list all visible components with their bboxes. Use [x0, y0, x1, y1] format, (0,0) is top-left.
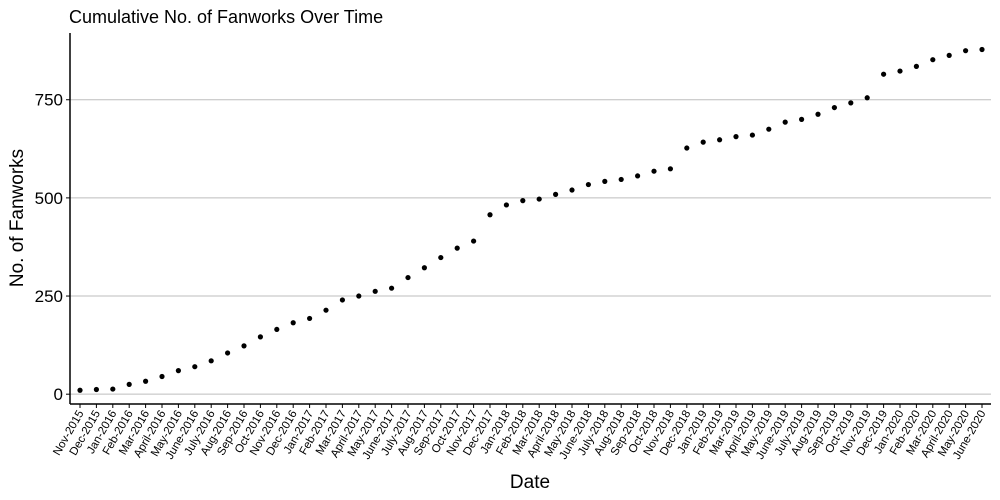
- data-point: [159, 373, 165, 380]
- data-point: [126, 381, 132, 387]
- axes: [69, 33, 991, 405]
- data-point: [602, 178, 608, 184]
- x-axis-title: Date: [510, 472, 550, 493]
- data-point: [766, 126, 772, 132]
- data-point: [487, 212, 493, 218]
- data-point: [864, 95, 870, 101]
- data-point: [405, 274, 411, 281]
- data-point: [454, 245, 460, 251]
- data-point: [175, 368, 181, 374]
- data-point: [651, 168, 657, 174]
- ytick-label: 750: [35, 91, 63, 110]
- data-point: [667, 166, 674, 172]
- data-point: [930, 57, 936, 63]
- data-point: [307, 315, 313, 322]
- data-point: [848, 100, 854, 106]
- data-point: [110, 386, 116, 392]
- grid: [70, 99, 991, 395]
- data-point: [290, 320, 296, 326]
- data-point: [192, 364, 198, 370]
- data-point: [438, 254, 444, 261]
- data-point: [897, 68, 903, 74]
- data-point: [635, 173, 641, 179]
- data-point: [782, 119, 788, 125]
- data-point: [208, 358, 214, 364]
- data-point: [881, 71, 887, 77]
- data-point: [585, 181, 592, 188]
- data-point: [77, 387, 83, 393]
- data-point: [372, 288, 378, 294]
- x-ticks: Nov-2015Dec-2015Jan-2016Feb-2016Mar-2016…: [51, 404, 989, 462]
- data-point: [979, 46, 985, 53]
- data-point: [749, 132, 756, 138]
- data-point: [389, 285, 395, 291]
- data-point: [913, 63, 920, 69]
- data-point: [421, 265, 427, 271]
- data-point: [618, 176, 624, 183]
- data-point: [323, 307, 329, 313]
- data-point: [520, 198, 526, 204]
- data-point: [717, 137, 723, 143]
- data-point: [356, 293, 362, 299]
- data-point: [93, 386, 99, 393]
- data-point: [700, 139, 706, 145]
- ytick-label: 0: [54, 385, 63, 404]
- ytick-label: 500: [35, 189, 63, 208]
- data-point: [503, 202, 509, 208]
- ytick-label: 250: [35, 287, 63, 306]
- data-point: [274, 326, 280, 333]
- y-ticks: 0 250 500 750: [35, 91, 70, 404]
- data-point: [471, 238, 477, 244]
- data-points: [77, 46, 985, 393]
- data-point: [799, 116, 805, 122]
- data-point: [815, 111, 821, 117]
- data-point: [241, 343, 247, 349]
- data-point: [257, 334, 263, 340]
- y-axis-title: No. of Fanworks: [7, 149, 28, 287]
- data-point: [946, 52, 952, 58]
- data-point: [225, 350, 231, 356]
- data-point: [963, 48, 969, 54]
- data-point: [831, 104, 838, 111]
- data-point: [684, 145, 690, 151]
- data-point: [733, 134, 739, 140]
- data-point: [553, 191, 559, 197]
- data-point: [536, 196, 542, 202]
- data-point: [143, 378, 149, 384]
- chart-title: Cumulative No. of Fanworks Over Time: [69, 7, 383, 27]
- data-point: [339, 297, 345, 303]
- data-point: [569, 187, 575, 193]
